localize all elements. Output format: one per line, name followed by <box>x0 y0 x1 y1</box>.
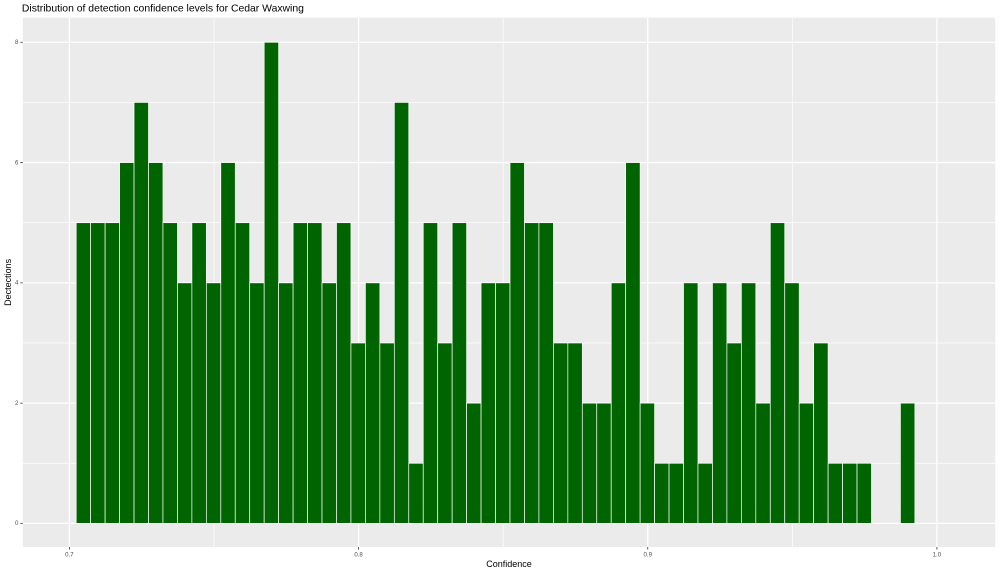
svg-text:0.8: 0.8 <box>354 552 363 559</box>
svg-text:0: 0 <box>15 520 19 527</box>
svg-text:6: 6 <box>15 159 19 166</box>
svg-text:0.7: 0.7 <box>65 552 74 559</box>
svg-text:Distribution of detection conf: Distribution of detection confidence lev… <box>22 4 304 15</box>
svg-text:0.9: 0.9 <box>643 552 652 559</box>
svg-text:4: 4 <box>15 280 19 287</box>
svg-text:1.0: 1.0 <box>933 552 942 559</box>
svg-text:2: 2 <box>15 400 19 407</box>
svg-text:Dectections: Dectections <box>3 258 13 306</box>
svg-text:Confidence: Confidence <box>486 559 532 569</box>
svg-text:8: 8 <box>15 39 19 46</box>
